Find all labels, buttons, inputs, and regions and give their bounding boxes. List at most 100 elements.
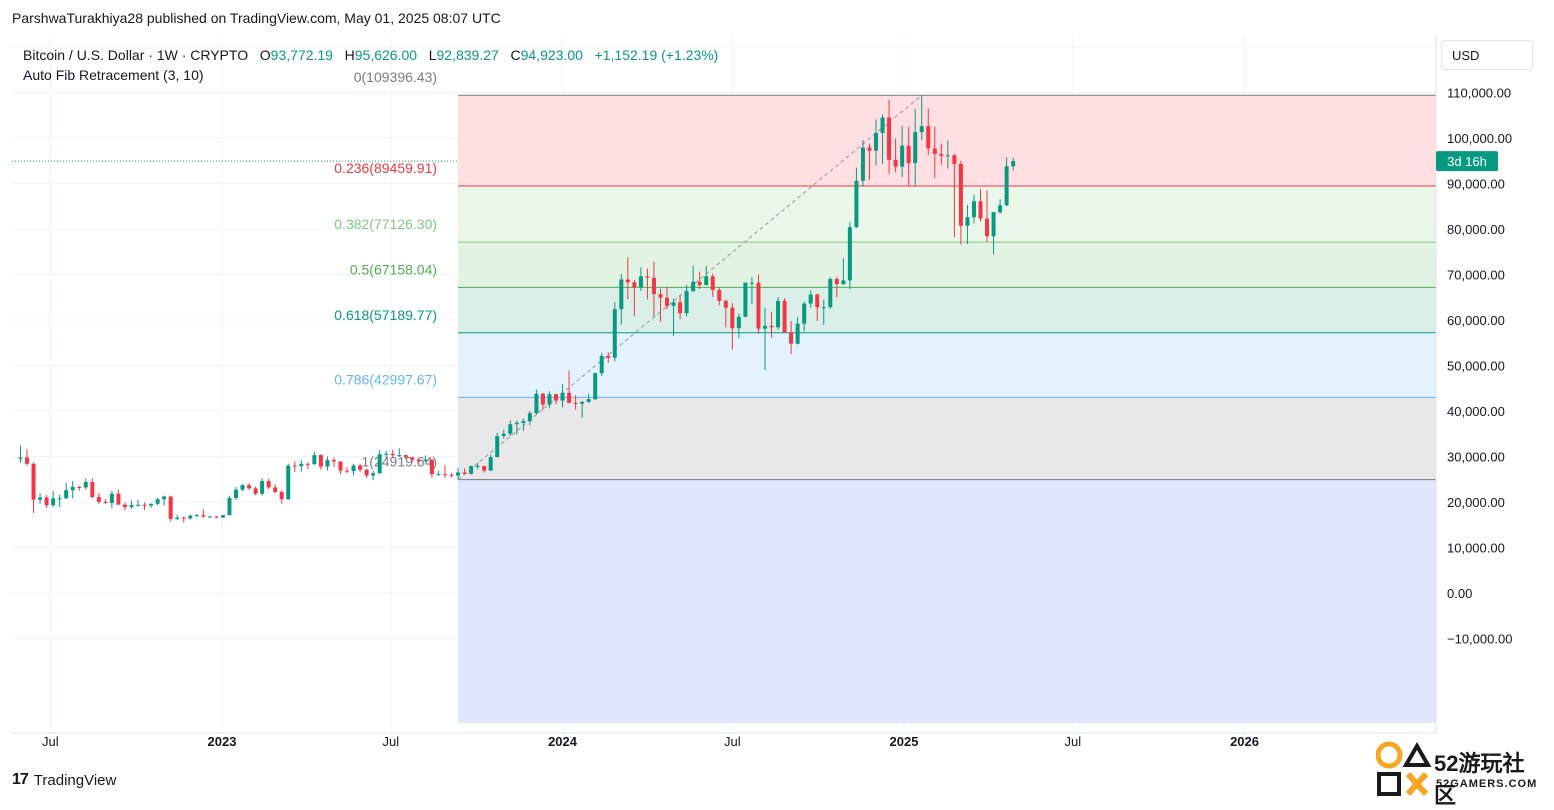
candle-body (410, 457, 415, 460)
currency-button[interactable]: USD (1441, 40, 1533, 70)
candle-body (129, 505, 134, 508)
candle-body (194, 515, 199, 517)
candle-body (273, 487, 278, 492)
candle-body (1011, 161, 1016, 167)
candle-body (207, 516, 212, 518)
candle-body (985, 218, 990, 237)
candle-body (808, 294, 813, 304)
candle-body (560, 392, 565, 401)
candle-body (345, 470, 350, 472)
candle-body (645, 276, 650, 278)
candle-body (599, 355, 604, 374)
candle-body (926, 126, 931, 149)
candle-body (958, 163, 963, 226)
fib-trend-line (457, 94, 923, 481)
candle-body (175, 517, 180, 519)
candle-body (416, 459, 421, 462)
candle-body (201, 515, 206, 517)
tradingview-brand[interactable]: 17 TradingView (12, 771, 116, 789)
x-tick-label: 2024 (548, 734, 578, 749)
chart-frame[interactable]: 0(109396.43) 0.236(89459.91) 0.382(77126.3… (12, 36, 1540, 761)
fib-level-label: 0.786(42997.67) (334, 371, 437, 387)
x-tick-label: 2023 (208, 734, 237, 749)
candle-body (723, 300, 728, 308)
candle-body (887, 117, 892, 160)
l-value: 92,839.27 (436, 47, 499, 63)
indicator-row[interactable]: Auto Fib Retracement (3, 10) (23, 67, 204, 83)
y-tick-label: 40,000.00 (1447, 404, 1505, 419)
candle-body (142, 504, 147, 506)
chart-legend: Bitcoin / U.S. Dollar · 1W · CRYPTO O93,… (23, 45, 718, 85)
candle-body (358, 465, 363, 470)
candle-body (338, 461, 343, 471)
fib-zone (458, 479, 1437, 723)
candle-body (403, 455, 408, 458)
o-value: 93,772.19 (270, 47, 333, 63)
candle-body (749, 282, 754, 284)
fib-retracement: 0(109396.43) 0.236(89459.91) 0.382(77126.3… (334, 69, 1437, 723)
candle-body (116, 493, 121, 505)
candle-body (64, 490, 69, 499)
candle-body (971, 201, 976, 218)
l-label: L (428, 47, 437, 63)
candle-body (619, 279, 624, 310)
y-tick-label: 30,000.00 (1447, 450, 1505, 465)
watermark-logo-icon (1375, 741, 1432, 797)
candle-body (397, 455, 402, 457)
c-label: C (510, 47, 521, 63)
y-tick-label: 70,000.00 (1447, 268, 1505, 283)
fib-zone (458, 287, 1437, 333)
candle-body (233, 489, 238, 498)
candle-body (253, 488, 258, 494)
candle-body (168, 496, 173, 519)
candlestick-series (18, 95, 1016, 523)
fib-zone (458, 185, 1437, 243)
candle-body (286, 465, 291, 500)
candle-body (736, 316, 741, 329)
x-tick-label: Jul (383, 734, 400, 749)
fib-zone (458, 95, 1437, 186)
candle-body (260, 481, 265, 494)
symbol-title[interactable]: Bitcoin / U.S. Dollar · 1W · CRYPTO (23, 47, 249, 63)
change-value: +1,152.19 (+1.23%) (594, 47, 719, 63)
y-tick-label: 0.00 (1447, 586, 1472, 601)
candle-body (51, 498, 56, 506)
candle-body (769, 325, 774, 328)
candle-body (815, 294, 820, 308)
candle-body (671, 302, 676, 306)
candle-body (697, 281, 702, 285)
candle-body (913, 132, 918, 164)
candle-body (495, 436, 500, 457)
candle-body (730, 307, 735, 329)
candle-body (665, 297, 670, 306)
candle-body (638, 276, 643, 288)
y-tick-label: 50,000.00 (1447, 359, 1505, 374)
candle-body (625, 279, 630, 283)
published-header: ParshwaTurakhiya28 published on TradingV… (12, 10, 501, 26)
watermark-url: 52GAMERS.COM (1436, 778, 1538, 790)
candle-body (834, 279, 839, 285)
candle-body (436, 474, 441, 476)
y-tick-label: 80,000.00 (1447, 222, 1505, 237)
watermark-text: 52游玩社区 (1434, 751, 1525, 808)
candle-body (880, 117, 885, 133)
candle-body (847, 227, 852, 281)
candle-body (384, 453, 389, 455)
candle-body (508, 424, 513, 434)
candle-body (247, 485, 252, 489)
candle-body (906, 145, 911, 164)
candle-body (44, 497, 49, 506)
candle-body (782, 300, 787, 333)
candle-body (325, 460, 330, 467)
candle-body (292, 465, 297, 467)
candle-body (567, 392, 572, 403)
countdown-badge (1436, 151, 1498, 172)
price-chart[interactable]: 0(109396.43) 0.236(89459.91) 0.382(77126.3… (12, 36, 1540, 761)
candle-body (965, 217, 970, 226)
y-tick-label: 110,000.00 (1447, 86, 1511, 101)
candle-body (220, 515, 225, 518)
candle-body (501, 433, 506, 437)
candle-body (893, 159, 898, 167)
candle-body (136, 504, 141, 506)
candle-body (821, 307, 826, 309)
